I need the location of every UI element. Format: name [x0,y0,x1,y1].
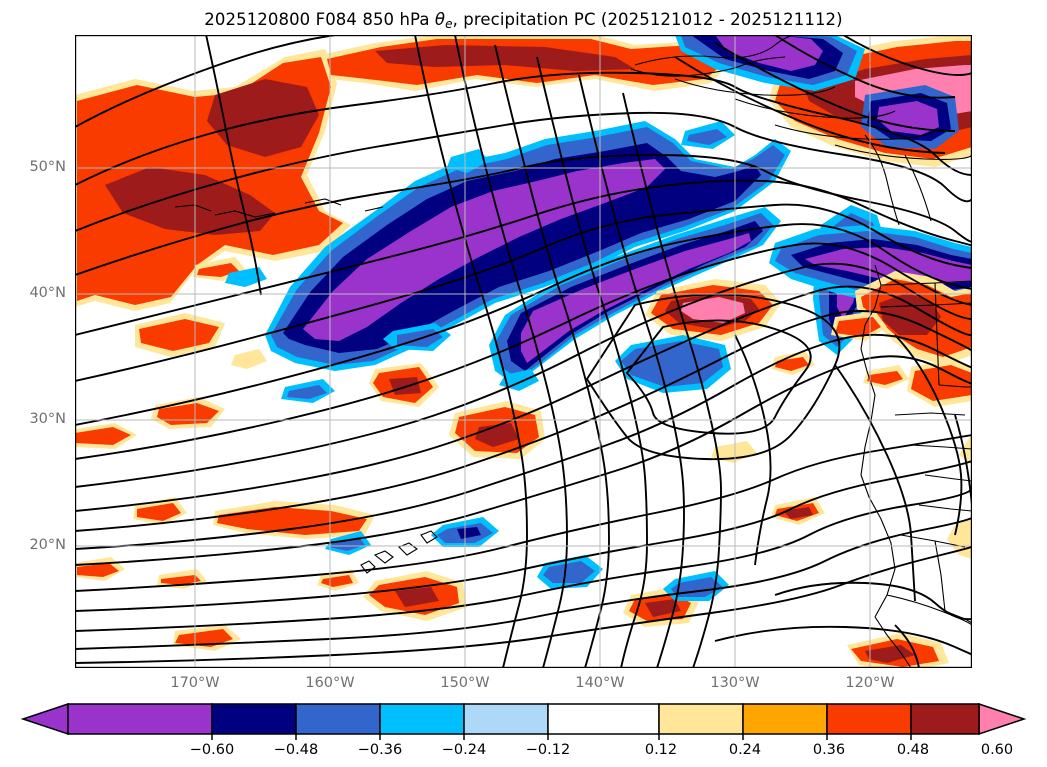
page-title: 2025120800 F084 850 hPa θe, precipitatio… [0,10,1047,31]
negative-region-alaska-interior [675,35,959,149]
colorbar-cell-2[interactable] [295,703,381,735]
colorbar-ticklabel-3: −0.24 [441,742,487,758]
colorbar-cell-7[interactable] [742,703,828,735]
xtick-label-4: 130°W [710,675,760,691]
title-theta-subscript: e [445,17,453,31]
colorbar-cell-9[interactable] [910,703,980,735]
colorbar-true-final [0,700,1047,740]
positive-region-north-pacific-plume [321,35,735,91]
negative-region-frontal-band [489,207,781,385]
colorbar-cell-1[interactable] [211,703,297,735]
ytick-label-3: 20°N [29,537,66,553]
coastlines [174,35,972,668]
ytick-label-1: 40°N [29,285,66,301]
colorbar-cell-3[interactable] [379,703,465,735]
colorbar-ticklabel-5: 0.12 [644,742,678,758]
ytick-label-2: 30°N [29,411,66,427]
colorbar-ticklabel-9: 0.60 [980,742,1014,758]
colorbar-row [20,702,1027,736]
colorbar-ticklabel-1: −0.48 [273,742,319,758]
xtick-label-3: 140°W [575,675,625,691]
title-suffix: , precipitation PC (2025121012 - 2025121… [452,10,843,29]
title-prefix: 2025120800 F084 850 hPa [204,10,435,29]
title-theta-symbol: θ [434,10,446,29]
xtick-label-2: 150°W [440,675,490,691]
ytick-label-0: 50°N [29,159,66,175]
colorbar-cell-8[interactable] [826,703,912,735]
colorbar-ticklabel-0: −0.60 [189,742,235,758]
xtick-label-5: 120°W [845,675,895,691]
colorbar-cell-0[interactable] [67,703,213,735]
colorbar-cell-4[interactable] [463,703,549,735]
xtick-label-0: 170°W [170,675,220,691]
colorbar-ticklabel-6: 0.24 [728,742,762,758]
colorbar-cell-5[interactable] [547,703,660,735]
colorbar-ticks [211,734,912,740]
colorbar[interactable] [0,700,1047,740]
gridlines [75,35,972,668]
colorbar-cell-6[interactable] [658,703,744,735]
colorbar-ticklabel-2: −0.36 [357,742,403,758]
theta-e-contours [75,35,972,668]
colorbar-ticklabel-4: −0.12 [525,742,571,758]
colorbar-ticklabel-7: 0.36 [812,742,846,758]
map-plot-area[interactable]: 261 258 264 270 282 285 288 291 300 294 … [75,35,972,668]
plot-frame [75,35,972,668]
colorbar-ticklabel-8: 0.48 [896,742,930,758]
positive-region-nw-pacific [75,49,351,311]
xtick-label-1: 160°W [305,675,355,691]
